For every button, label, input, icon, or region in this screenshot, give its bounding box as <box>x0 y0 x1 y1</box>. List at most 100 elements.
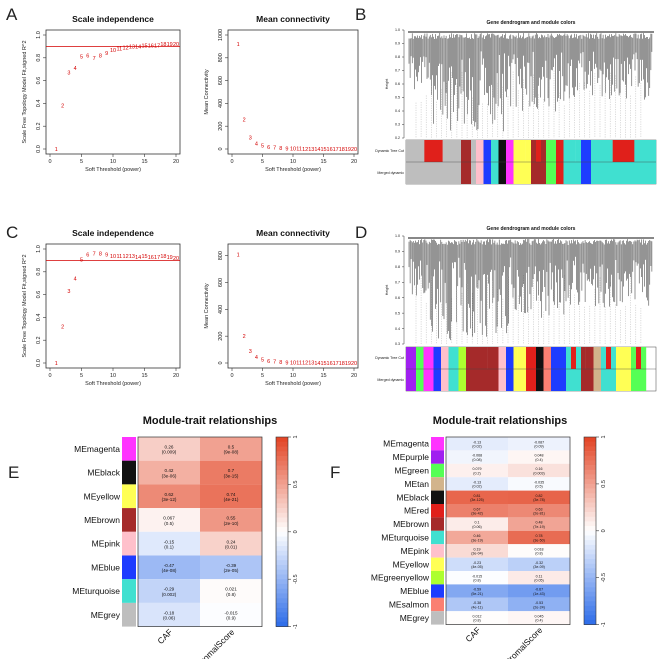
colorbar-step <box>584 526 596 532</box>
x-tick-label: 5 <box>261 373 264 379</box>
data-point-5: 5 <box>80 55 83 61</box>
band-label: Dynamic Tree Cut <box>375 356 404 360</box>
dynamic-module-segment <box>448 347 459 369</box>
dynamic-module-segment <box>551 347 557 369</box>
module-label: MEgreenyellow <box>371 573 430 583</box>
data-point-1: 1 <box>237 42 240 48</box>
cell-value: -0.015 <box>472 574 482 578</box>
dynamic-module-segment <box>543 347 552 369</box>
dynamic-module-segment <box>506 140 514 162</box>
cell-value: 0.048 <box>535 454 544 458</box>
heatmap-cell <box>200 602 262 627</box>
module-label: MEgrey <box>91 610 121 620</box>
colorbar-step <box>276 508 288 514</box>
colorbar-step <box>584 535 596 541</box>
data-point-4: 4 <box>74 66 77 72</box>
heatmap-cell <box>446 477 508 491</box>
data-point-1: 1 <box>55 147 58 153</box>
plot-title: Scale independence <box>72 14 154 24</box>
module-swatch <box>431 597 444 612</box>
x-tick-label: 0 <box>48 159 51 165</box>
plot-A_scale: Scale independence Soft Threshold (power)… <box>22 14 181 173</box>
y-tick-label: 0 <box>218 147 224 150</box>
data-point-18: 18 <box>160 42 166 48</box>
plot-frame <box>227 243 359 369</box>
x-tick-label: 0 <box>230 373 233 379</box>
x-axis-label: Soft Threshold (power) <box>85 381 141 387</box>
dendrogram-y-label: Height <box>385 285 389 295</box>
cell-value: -0.15 <box>164 539 175 544</box>
data-point-9: 9 <box>105 51 108 57</box>
cell-pvalue: (0.06) <box>472 525 481 529</box>
dynamic-module-segment <box>546 140 557 162</box>
cell-value: -0.53 <box>535 601 543 605</box>
colorbar-step <box>276 531 288 537</box>
merged-module-segment <box>536 369 544 391</box>
cell-value: 0.021 <box>225 587 237 592</box>
merged-module-segment <box>498 162 507 184</box>
colorbar-step <box>276 522 288 528</box>
heatmap-cell <box>508 597 570 612</box>
dynamic-module-segment <box>513 140 520 162</box>
cell-pvalue: (9e-08) <box>224 450 239 455</box>
dynamic-module-segment <box>458 347 467 369</box>
cell-value: 0.7 <box>228 468 235 473</box>
cell-pvalue: (3e-78) <box>533 498 545 502</box>
module-swatch <box>122 508 136 532</box>
dynamic-module-segment <box>416 347 424 369</box>
module-swatch <box>122 555 136 580</box>
heatmap-cell <box>508 437 570 451</box>
y-axis-label: Scale Free Topology Model Fit,signed R^2 <box>22 254 28 357</box>
cell-value: 0.81 <box>474 494 481 498</box>
dynamic-module-segment <box>612 140 635 162</box>
cell-value: -0.087 <box>534 440 544 444</box>
x-tick-label: 0 <box>48 373 51 379</box>
colorbar-step <box>276 446 288 452</box>
merged-module-segment <box>506 162 514 184</box>
y-tick-label: 400 <box>218 99 224 108</box>
merged-module-segment <box>433 369 442 391</box>
dendrogram-b: Gene dendrogram and module colors Height 1… <box>375 20 657 185</box>
dynamic-module-segment <box>471 140 477 162</box>
data-point-3: 3 <box>249 349 252 355</box>
data-point-5: 5 <box>261 144 264 150</box>
cell-value: 0.46 <box>474 534 481 538</box>
heatmap-cell <box>138 437 200 461</box>
module-label: MEmagenta <box>74 444 120 454</box>
module-swatch <box>122 460 136 485</box>
cell-pvalue: (3e-125) <box>470 498 484 502</box>
module-swatch <box>431 437 444 451</box>
module-label: MEyellow <box>84 491 121 501</box>
merged-module-segment <box>546 162 557 184</box>
colorbar-step <box>584 568 596 574</box>
merged-module-segment <box>556 162 564 184</box>
heatmap-cell <box>138 508 200 532</box>
y-tick-label: 0.6 <box>36 77 42 85</box>
data-point-10: 10 <box>290 360 296 366</box>
dendrogram-branches <box>408 33 653 132</box>
dynamic-module-segment <box>506 347 514 369</box>
cell-value: -0.29 <box>164 587 175 592</box>
colorbar-step <box>276 474 288 480</box>
y-tick-label: 200 <box>218 122 224 131</box>
dynamic-module-segment <box>525 140 532 162</box>
heatmap-cell <box>508 450 570 464</box>
heatmap-cell <box>446 584 508 598</box>
data-point-17: 17 <box>154 255 160 261</box>
cell-value: -0.23 <box>473 561 481 565</box>
cell-value: 0.48 <box>536 521 543 525</box>
cell-value: -0.13 <box>473 440 481 444</box>
colorbar-step <box>276 441 288 447</box>
colorbar-step <box>584 507 596 513</box>
dynamic-module-segment <box>576 347 582 369</box>
colorbar-step <box>276 598 288 604</box>
heatmap-cell <box>446 504 508 518</box>
x-tick-label: 20 <box>173 159 179 165</box>
dynamic-module-segment <box>634 140 657 162</box>
data-point-7: 7 <box>273 360 276 366</box>
colorbar-step <box>276 498 288 504</box>
cell-value: -0.67 <box>535 588 543 592</box>
dynamic-module-segment <box>461 140 472 162</box>
merged-module-segment <box>551 369 567 391</box>
y-tick-label: 0.4 <box>36 314 42 322</box>
